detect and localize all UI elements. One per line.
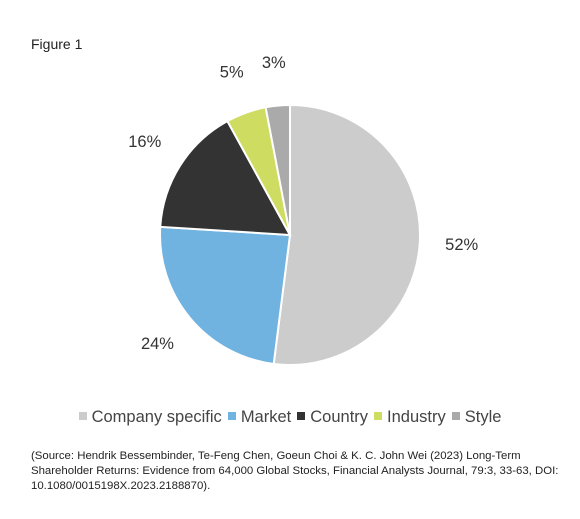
legend-swatch xyxy=(374,412,383,420)
legend-label: Country xyxy=(310,408,369,426)
pie-slice-country xyxy=(159,119,292,237)
legend-swatch xyxy=(227,412,236,420)
value-label-company-specific: 52% xyxy=(445,236,478,254)
legend-swatch xyxy=(78,412,87,420)
legend-item-industry: Industry xyxy=(374,408,446,427)
value-label-country: 16% xyxy=(128,133,161,151)
pie-chart: 52% 24% 16% 5% 3% xyxy=(128,54,478,366)
legend-swatch xyxy=(297,412,306,420)
legend-item-company-specific: Company specific xyxy=(78,408,222,427)
value-label-industry: 5% xyxy=(220,64,244,82)
legend-item-style: Style xyxy=(451,408,502,427)
chart-legend: Company specific Market Country Industry Sty… xyxy=(0,408,580,427)
source-citation: (Source: Hendrik Bessembinder, Te-Feng C… xyxy=(31,450,559,492)
legend-label: Market xyxy=(240,408,292,426)
pie-slice-market xyxy=(159,225,292,366)
legend-item-country: Country xyxy=(297,408,368,427)
figure-label: Figure 1 xyxy=(31,36,83,52)
pie-slice-style xyxy=(264,103,291,236)
legend-label: Style xyxy=(464,408,502,426)
pie-slices xyxy=(159,103,421,366)
legend-swatch xyxy=(451,412,460,420)
pie-slice-company-specific xyxy=(272,103,421,366)
legend-label: Company specific xyxy=(91,408,222,426)
legend-item-market: Market xyxy=(227,408,292,427)
legend-label: Industry xyxy=(387,408,446,426)
pie-value-labels: 52% 24% 16% 5% 3% xyxy=(128,54,478,353)
value-label-style: 3% xyxy=(262,54,286,72)
value-label-market: 24% xyxy=(141,335,174,353)
